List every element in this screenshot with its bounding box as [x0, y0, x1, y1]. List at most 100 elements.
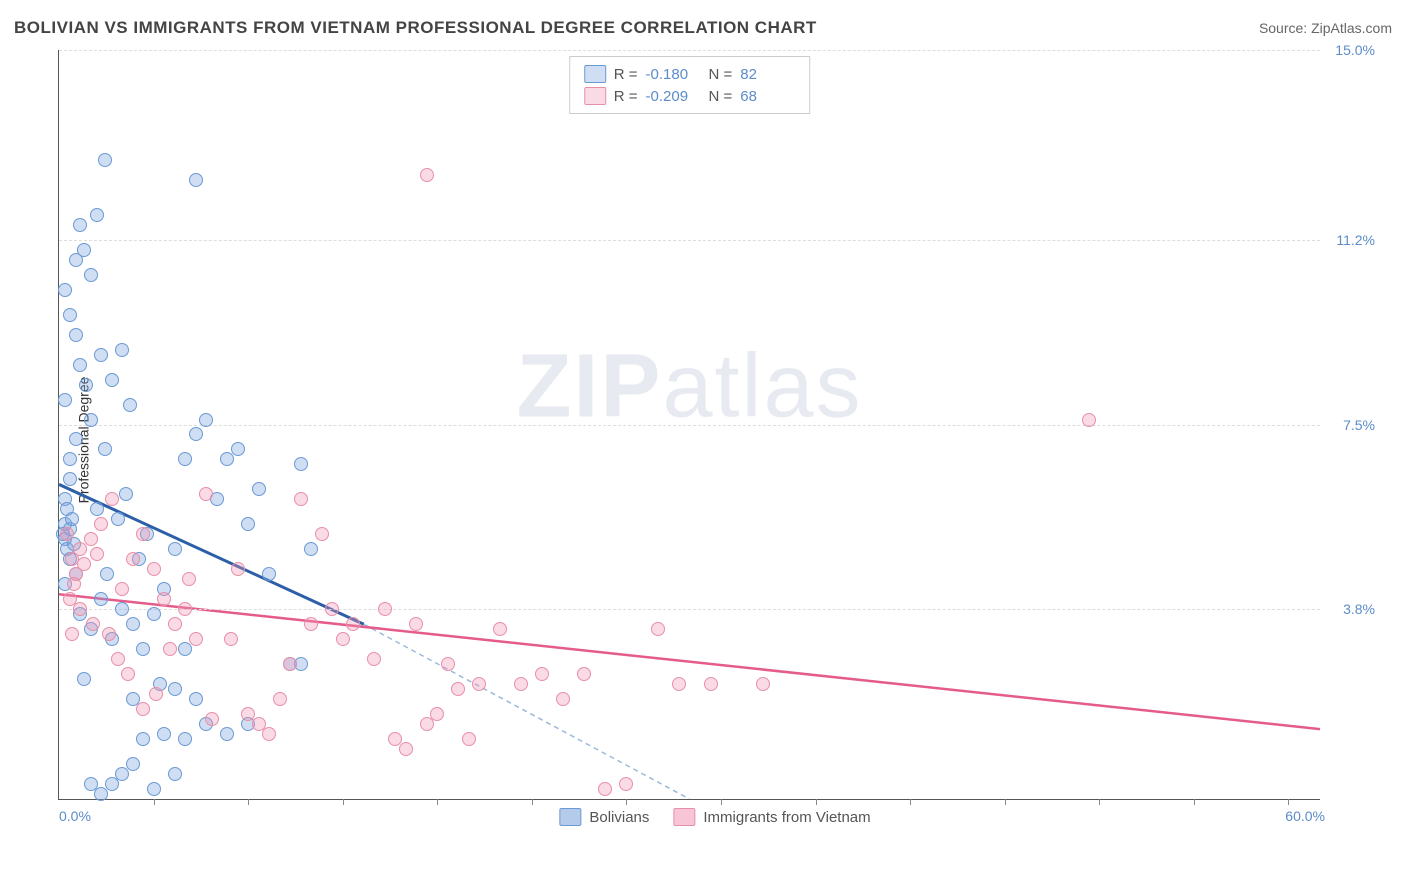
x-tick: [910, 799, 911, 805]
scatter-point: [556, 692, 570, 706]
x-tick: [532, 799, 533, 805]
scatter-point: [189, 692, 203, 706]
scatter-point: [84, 532, 98, 546]
x-tick: [1288, 799, 1289, 805]
scatter-point: [182, 572, 196, 586]
gridline: [59, 609, 1320, 610]
scatter-point: [79, 378, 93, 392]
scatter-point: [157, 727, 171, 741]
scatter-point: [178, 452, 192, 466]
scatter-point: [168, 682, 182, 696]
scatter-point: [399, 742, 413, 756]
scatter-point: [123, 398, 137, 412]
scatter-point: [262, 567, 276, 581]
scatter-point: [69, 432, 83, 446]
scatter-point: [220, 727, 234, 741]
scatter-point: [136, 642, 150, 656]
scatter-point: [90, 208, 104, 222]
scatter-point: [94, 592, 108, 606]
scatter-point: [126, 552, 140, 566]
scatter-point: [90, 547, 104, 561]
scatter-point: [273, 692, 287, 706]
scatter-point: [105, 373, 119, 387]
chart-container: Professional Degree ZIPatlas R = -0.180 …: [50, 50, 1380, 830]
scatter-point: [199, 487, 213, 501]
scatter-point: [1082, 413, 1096, 427]
scatter-point: [205, 712, 219, 726]
scatter-point: [63, 452, 77, 466]
scatter-point: [168, 542, 182, 556]
scatter-point: [231, 562, 245, 576]
legend-series: Bolivians Immigrants from Vietnam: [559, 808, 870, 826]
scatter-point: [168, 767, 182, 781]
scatter-point: [86, 617, 100, 631]
scatter-point: [98, 442, 112, 456]
scatter-point: [77, 672, 91, 686]
scatter-point: [65, 512, 79, 526]
scatter-point: [121, 667, 135, 681]
scatter-point: [472, 677, 486, 691]
scatter-point: [294, 457, 308, 471]
scatter-point: [147, 782, 161, 796]
scatter-point: [577, 667, 591, 681]
scatter-point: [493, 622, 507, 636]
scatter-point: [115, 582, 129, 596]
scatter-point: [346, 617, 360, 631]
scatter-point: [60, 527, 74, 541]
scatter-point: [315, 527, 329, 541]
scatter-point: [105, 492, 119, 506]
scatter-point: [224, 632, 238, 646]
scatter-point: [73, 602, 87, 616]
scatter-point: [535, 667, 549, 681]
y-tick-label: 11.2%: [1336, 232, 1375, 248]
scatter-point: [94, 517, 108, 531]
scatter-point: [189, 173, 203, 187]
scatter-point: [262, 727, 276, 741]
x-tick: [1005, 799, 1006, 805]
chart-title: BOLIVIAN VS IMMIGRANTS FROM VIETNAM PROF…: [14, 18, 817, 38]
scatter-point: [430, 707, 444, 721]
scatter-point: [378, 602, 392, 616]
scatter-point: [102, 627, 116, 641]
scatter-point: [304, 542, 318, 556]
scatter-point: [199, 413, 213, 427]
scatter-point: [67, 577, 81, 591]
x-tick: [437, 799, 438, 805]
scatter-point: [756, 677, 770, 691]
scatter-point: [77, 557, 91, 571]
scatter-point: [409, 617, 423, 631]
scatter-point: [704, 677, 718, 691]
x-tick: [816, 799, 817, 805]
scatter-point: [189, 632, 203, 646]
scatter-point: [420, 168, 434, 182]
scatter-point: [94, 348, 108, 362]
x-tick: [1099, 799, 1100, 805]
scatter-point: [514, 677, 528, 691]
legend-stats-row: R = -0.209 N = 68: [584, 85, 796, 107]
scatter-point: [126, 617, 140, 631]
legend-swatch-icon: [559, 808, 581, 826]
scatter-point: [619, 777, 633, 791]
scatter-point: [252, 482, 266, 496]
scatter-point: [367, 652, 381, 666]
scatter-point: [283, 657, 297, 671]
header: BOLIVIAN VS IMMIGRANTS FROM VIETNAM PROF…: [14, 18, 1392, 38]
watermark: ZIPatlas: [516, 336, 862, 439]
scatter-point: [336, 632, 350, 646]
scatter-point: [136, 702, 150, 716]
legend-item: Bolivians: [559, 808, 649, 826]
legend-stats-row: R = -0.180 N = 82: [584, 63, 796, 85]
scatter-point: [136, 527, 150, 541]
plot-area: ZIPatlas R = -0.180 N = 82 R = -0.209 N …: [58, 50, 1320, 800]
scatter-point: [231, 442, 245, 456]
x-axis-min-label: 0.0%: [59, 808, 91, 824]
gridline: [59, 50, 1320, 51]
scatter-point: [672, 677, 686, 691]
scatter-point: [58, 283, 72, 297]
scatter-point: [100, 567, 114, 581]
scatter-point: [598, 782, 612, 796]
scatter-point: [73, 218, 87, 232]
scatter-point: [115, 602, 129, 616]
scatter-point: [304, 617, 318, 631]
gridline: [59, 240, 1320, 241]
